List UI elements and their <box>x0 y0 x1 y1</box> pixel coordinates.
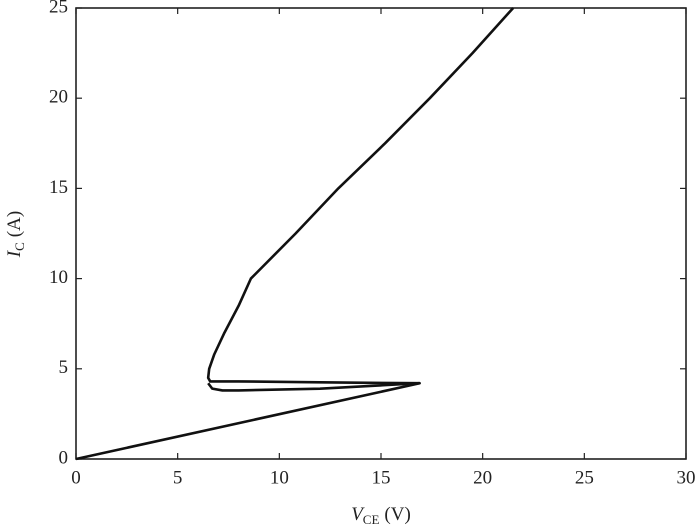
x-tick-label: 5 <box>173 467 183 488</box>
y-label-sub: C <box>12 242 27 251</box>
x-tick-label: 15 <box>372 467 391 488</box>
x-label-main: V <box>351 504 365 525</box>
x-label-sub: CE <box>363 512 380 527</box>
curve <box>207 381 420 392</box>
x-tick-label: 25 <box>575 467 594 488</box>
curve <box>75 7 515 461</box>
y-tick-label: 15 <box>49 177 68 198</box>
y-axis-label: IC (A) <box>4 211 27 258</box>
x-tick-label: 20 <box>473 467 492 488</box>
x-tick-label: 0 <box>71 467 81 488</box>
x-axis-label: VCE (V) <box>351 504 411 527</box>
x-label-unit: (V) <box>384 504 410 525</box>
x-tick-label: 10 <box>270 467 289 488</box>
y-label-main: I <box>4 249 25 258</box>
y-tick-label: 5 <box>59 357 69 378</box>
y-tick-label: 10 <box>49 267 68 288</box>
x-tick-label: 30 <box>677 467 696 488</box>
y-tick-label: 20 <box>49 87 68 108</box>
y-tick-label: 0 <box>59 447 69 468</box>
y-tick-label: 25 <box>49 0 68 17</box>
y-label-unit: (A) <box>4 211 25 237</box>
